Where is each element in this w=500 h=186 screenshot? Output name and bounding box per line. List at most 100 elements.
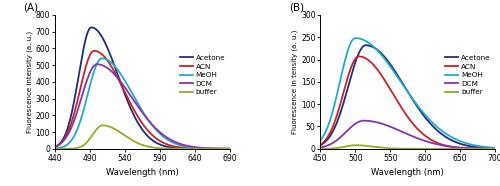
Line: ACN: ACN	[320, 56, 495, 149]
ACN	[192, 147, 198, 150]
ACN	[388, 90, 394, 92]
DCM	[457, 146, 463, 149]
MeOH	[123, 81, 129, 83]
ACN	[188, 147, 194, 150]
MeOH	[188, 146, 194, 149]
buffer	[52, 148, 58, 150]
Acetone	[363, 44, 369, 46]
MeOH	[492, 147, 498, 149]
X-axis label: Wavelength (nm): Wavelength (nm)	[372, 168, 444, 177]
Legend: Acetone, ACN, MeOH, DCM, buffer: Acetone, ACN, MeOH, DCM, buffer	[444, 54, 492, 96]
Acetone	[438, 132, 444, 134]
Acetone	[172, 147, 178, 149]
ACN	[335, 110, 341, 112]
ACN	[356, 55, 362, 57]
DCM	[70, 123, 76, 125]
Acetone	[52, 146, 58, 148]
Acetone	[492, 147, 498, 150]
MeOH	[226, 148, 232, 150]
buffer	[226, 148, 232, 150]
Acetone	[318, 144, 324, 146]
Line: MeOH: MeOH	[55, 58, 230, 149]
Acetone	[457, 142, 463, 145]
DCM	[123, 88, 129, 90]
buffer	[70, 147, 76, 150]
ACN	[492, 148, 498, 150]
buffer	[123, 135, 129, 137]
ACN	[457, 147, 463, 149]
DCM	[52, 146, 58, 148]
DCM	[360, 120, 366, 122]
MeOH	[335, 88, 341, 90]
buffer	[172, 148, 178, 150]
ACN	[52, 146, 58, 148]
ACN	[318, 144, 324, 146]
buffer	[100, 124, 105, 126]
Line: Acetone: Acetone	[320, 45, 495, 148]
DCM	[188, 145, 194, 148]
Line: Acetone: Acetone	[55, 28, 230, 149]
buffer	[457, 148, 463, 150]
DCM	[438, 144, 444, 146]
DCM	[318, 146, 324, 149]
MeOH	[172, 142, 178, 145]
ACN	[129, 105, 135, 108]
Y-axis label: Fluorescence in tensity (a. u.): Fluorescence in tensity (a. u.)	[292, 30, 298, 134]
Acetone	[129, 110, 135, 113]
Text: (A): (A)	[24, 2, 38, 12]
Acetone	[70, 107, 76, 109]
DCM	[394, 129, 400, 131]
Line: buffer: buffer	[55, 125, 230, 149]
Acetone	[88, 26, 94, 29]
buffer	[129, 139, 135, 141]
MeOH	[388, 67, 394, 69]
DCM	[388, 126, 394, 128]
Acetone	[123, 95, 129, 98]
Acetone	[394, 74, 400, 76]
Line: buffer: buffer	[320, 145, 495, 149]
buffer	[394, 147, 400, 150]
Acetone	[454, 141, 460, 144]
Text: (B): (B)	[289, 2, 304, 12]
DCM	[192, 146, 198, 148]
ACN	[123, 93, 129, 95]
Legend: Acetone, ACN, MeOH, DCM, buffer: Acetone, ACN, MeOH, DCM, buffer	[179, 54, 226, 96]
Acetone	[335, 118, 341, 120]
MeOH	[457, 140, 463, 142]
MeOH	[394, 76, 400, 78]
Line: ACN: ACN	[55, 51, 230, 149]
MeOH	[454, 139, 460, 141]
Line: MeOH: MeOH	[320, 38, 495, 148]
MeOH	[99, 57, 105, 60]
DCM	[454, 146, 460, 148]
buffer	[192, 148, 198, 150]
DCM	[172, 141, 178, 143]
MeOH	[438, 129, 444, 131]
Acetone	[388, 64, 394, 67]
MeOH	[70, 137, 76, 139]
ACN	[91, 50, 97, 52]
DCM	[94, 63, 100, 65]
Line: DCM: DCM	[55, 64, 230, 149]
Acetone	[226, 148, 232, 150]
ACN	[70, 117, 76, 119]
ACN	[172, 145, 178, 148]
X-axis label: Wavelength (nm): Wavelength (nm)	[106, 168, 178, 177]
DCM	[129, 97, 135, 99]
MeOH	[129, 92, 135, 94]
buffer	[388, 147, 394, 150]
DCM	[335, 138, 341, 140]
DCM	[492, 148, 498, 150]
buffer	[492, 148, 498, 150]
DCM	[226, 148, 232, 150]
ACN	[394, 100, 400, 102]
MeOH	[52, 147, 58, 150]
MeOH	[352, 37, 358, 39]
ACN	[226, 148, 232, 150]
buffer	[352, 144, 358, 146]
buffer	[335, 147, 341, 149]
buffer	[318, 148, 324, 150]
Acetone	[192, 148, 198, 150]
MeOH	[192, 147, 198, 149]
buffer	[454, 148, 460, 150]
